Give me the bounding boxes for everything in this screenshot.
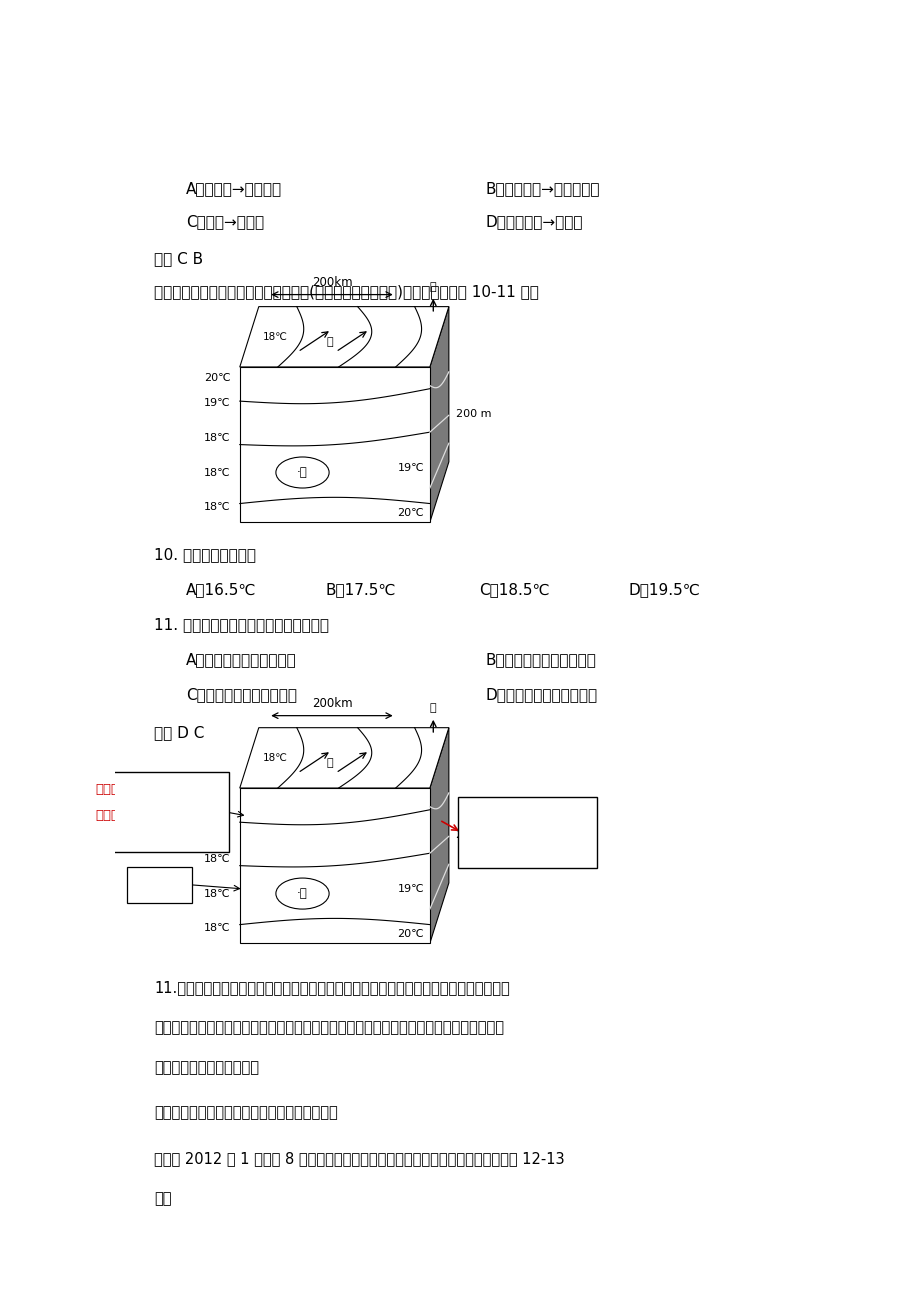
Text: 19℃: 19℃: [397, 884, 424, 894]
Text: 20℃: 20℃: [397, 928, 424, 939]
Polygon shape: [429, 728, 448, 943]
Text: 此处温度比同纬度: 此处温度比同纬度: [96, 783, 160, 796]
FancyBboxPatch shape: [86, 772, 229, 852]
Text: 20℃: 20℃: [397, 508, 424, 518]
Text: 20℃: 20℃: [204, 372, 231, 383]
Text: 11. 图示海区表层洋流性质和位置可能是: 11. 图示海区表层洋流性质和位置可能是: [154, 617, 329, 633]
Text: 风: 风: [326, 758, 333, 768]
Text: 18℃: 18℃: [204, 501, 231, 512]
Text: 10. 甲处的水温可能为: 10. 甲处的水温可能为: [154, 547, 255, 562]
FancyBboxPatch shape: [127, 867, 192, 902]
Text: B．17.5℃: B．17.5℃: [325, 582, 395, 598]
Text: 题。: 题。: [154, 1191, 172, 1206]
Text: 200km: 200km: [312, 276, 352, 289]
Text: 18℃: 18℃: [204, 434, 231, 444]
Polygon shape: [240, 306, 448, 367]
Text: 分布规律可以判断出答案。: 分布规律可以判断出答案。: [154, 1061, 259, 1075]
Text: 18℃: 18℃: [262, 753, 288, 763]
Text: 北: 北: [429, 703, 437, 713]
Text: C．广州→雅加达: C．广州→雅加达: [186, 215, 264, 229]
Polygon shape: [429, 306, 448, 522]
Text: B．寒流，南半球大洋西岸: B．寒流，南半球大洋西岸: [485, 652, 596, 668]
Text: 18℃: 18℃: [204, 923, 231, 932]
Text: A．暖流，北半球大洋东岸: A．暖流，北半球大洋东岸: [186, 652, 297, 668]
Text: 18℃: 18℃: [204, 854, 231, 865]
Text: D．寒流，北半球大洋东岸: D．寒流，北半球大洋东岸: [485, 687, 597, 703]
Text: 20℃: 20℃: [204, 794, 231, 803]
FancyBboxPatch shape: [458, 797, 596, 867]
Text: ·甲: ·甲: [297, 887, 308, 900]
Text: 下图是信风带中的某海区水温空间分布(水平分布和垂直分布)情况。读图完成 10-11 题。: 下图是信风带中的某海区水温空间分布(水平分布和垂直分布)情况。读图完成 10-1…: [154, 285, 539, 299]
Text: A．16.5℃: A．16.5℃: [186, 582, 256, 598]
Text: A．哥德堡→直布罗陀: A．哥德堡→直布罗陀: [186, 181, 282, 197]
Text: 答案 D C: 答案 D C: [154, 725, 204, 740]
Text: 此处温度比上下两: 此处温度比上下两: [467, 809, 531, 822]
Text: 读北美 2012 年 1 月某日 8 时海平面等压线图，图中虚线为一锋面系统，读图，回答 12-13: 读北美 2012 年 1 月某日 8 时海平面等压线图，图中虚线为一锋面系统，读…: [154, 1151, 564, 1165]
Text: 东西两侧高。: 东西两侧高。: [96, 809, 143, 822]
Text: 18℃: 18℃: [262, 332, 288, 342]
Text: 北: 北: [429, 281, 437, 292]
Text: 200 m: 200 m: [456, 409, 491, 419]
Polygon shape: [240, 367, 429, 522]
Text: D．19.5℃: D．19.5℃: [628, 582, 699, 598]
Text: 18℃: 18℃: [204, 888, 231, 898]
Text: 200km: 200km: [312, 697, 352, 710]
Text: 19℃: 19℃: [204, 819, 231, 829]
Text: ·甲: ·甲: [297, 466, 308, 479]
Text: 答案 C B: 答案 C B: [154, 251, 203, 267]
Text: 11.该地区海水等温线向低温海区（即高纬度）凸出；该洋流水温比流经地区温度高。该海: 11.该地区海水等温线向低温海区（即高纬度）凸出；该洋流水温比流经地区温度高。该…: [154, 980, 509, 995]
Text: 200 m: 200 m: [456, 831, 491, 841]
Text: 19℃: 19℃: [397, 462, 424, 473]
Text: 19℃: 19℃: [143, 879, 176, 892]
Text: C．18.5℃: C．18.5℃: [478, 582, 549, 598]
Text: 19℃: 19℃: [204, 397, 231, 408]
Polygon shape: [240, 788, 429, 943]
Text: 风: 风: [326, 337, 333, 346]
Text: 考点：本题考察等值线图、世界洋流分布规律。: 考点：本题考察等值线图、世界洋流分布规律。: [154, 1105, 337, 1121]
Text: 区海水等温线的数值自北向南逐渐变小，洋流位于南半球，是暖流。再根据世界表层洋流的: 区海水等温线的数值自北向南逐渐变小，洋流位于南半球，是暖流。再根据世界表层洋流的: [154, 1021, 504, 1035]
Text: D．布雷斯特→哥德堡: D．布雷斯特→哥德堡: [485, 215, 583, 229]
Text: 侧高。: 侧高。: [467, 832, 491, 845]
Text: B．直布罗陀→伊丽莎白港: B．直布罗陀→伊丽莎白港: [485, 181, 599, 197]
Polygon shape: [240, 728, 448, 788]
Text: C．暖流，南半球大洋西岸: C．暖流，南半球大洋西岸: [186, 687, 297, 703]
Text: 18℃: 18℃: [204, 467, 231, 478]
